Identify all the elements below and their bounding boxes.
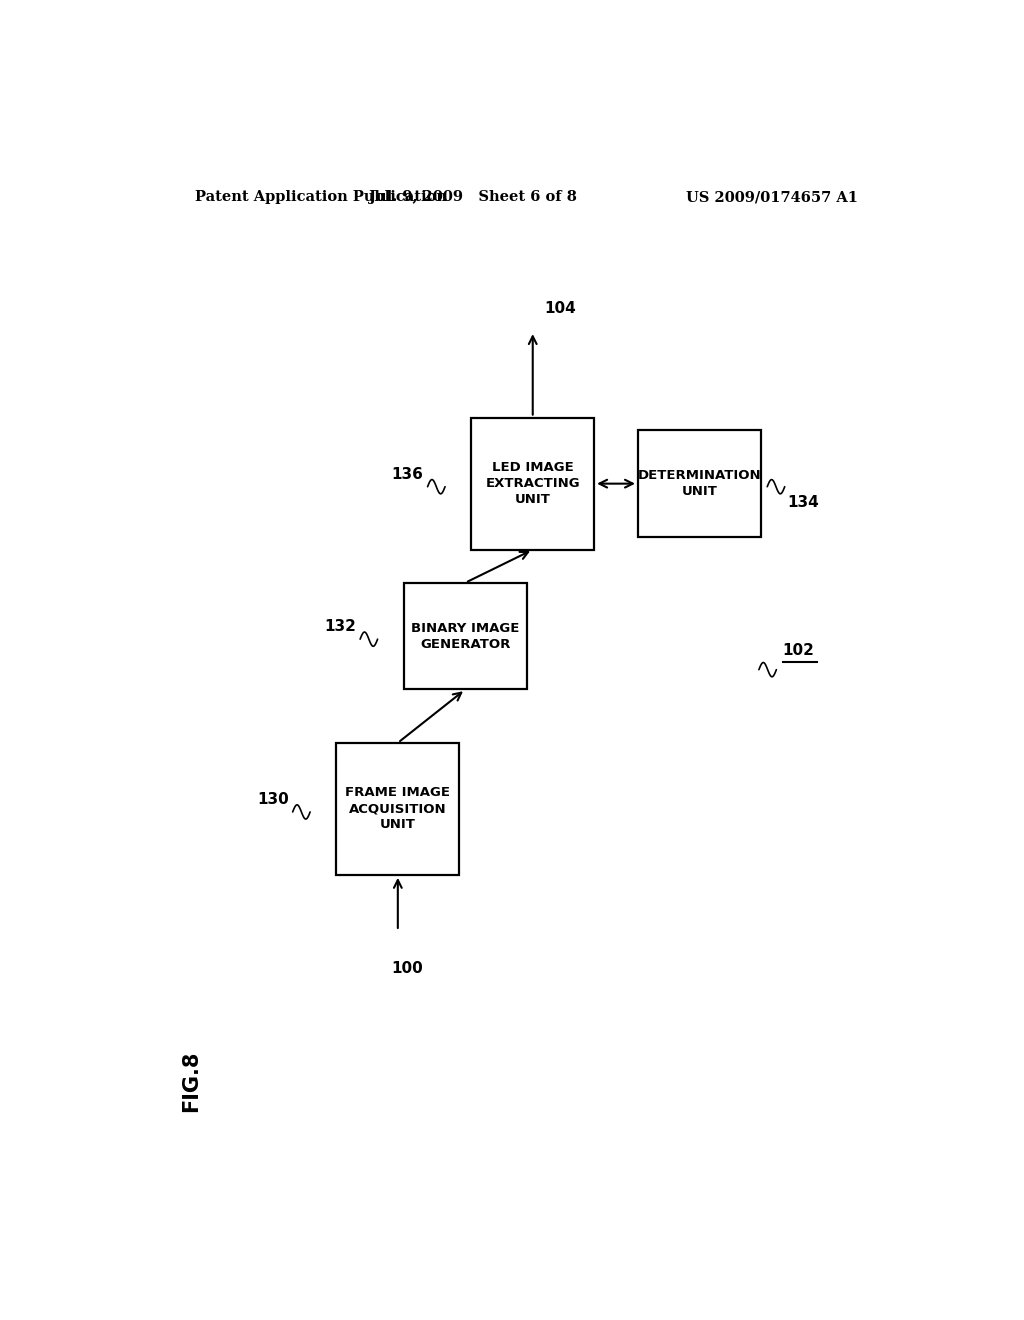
Text: 136: 136 [392, 466, 424, 482]
Text: FIG.8: FIG.8 [181, 1051, 202, 1111]
Text: BINARY IMAGE
GENERATOR: BINARY IMAGE GENERATOR [411, 622, 519, 651]
Text: 132: 132 [325, 619, 356, 634]
Text: 134: 134 [787, 495, 819, 510]
FancyBboxPatch shape [471, 417, 594, 549]
FancyBboxPatch shape [638, 430, 761, 537]
Text: 104: 104 [545, 301, 577, 315]
FancyBboxPatch shape [336, 743, 460, 875]
FancyBboxPatch shape [403, 582, 526, 689]
Text: Patent Application Publication: Patent Application Publication [196, 190, 447, 205]
Text: DETERMINATION
UNIT: DETERMINATION UNIT [638, 469, 761, 498]
Text: 100: 100 [391, 961, 423, 977]
Text: FRAME IMAGE
ACQUISITION
UNIT: FRAME IMAGE ACQUISITION UNIT [345, 787, 451, 832]
Text: US 2009/0174657 A1: US 2009/0174657 A1 [686, 190, 858, 205]
Text: LED IMAGE
EXTRACTING
UNIT: LED IMAGE EXTRACTING UNIT [485, 461, 580, 506]
Text: 102: 102 [782, 643, 815, 659]
Text: 130: 130 [257, 792, 289, 807]
Text: Jul. 9, 2009   Sheet 6 of 8: Jul. 9, 2009 Sheet 6 of 8 [370, 190, 578, 205]
